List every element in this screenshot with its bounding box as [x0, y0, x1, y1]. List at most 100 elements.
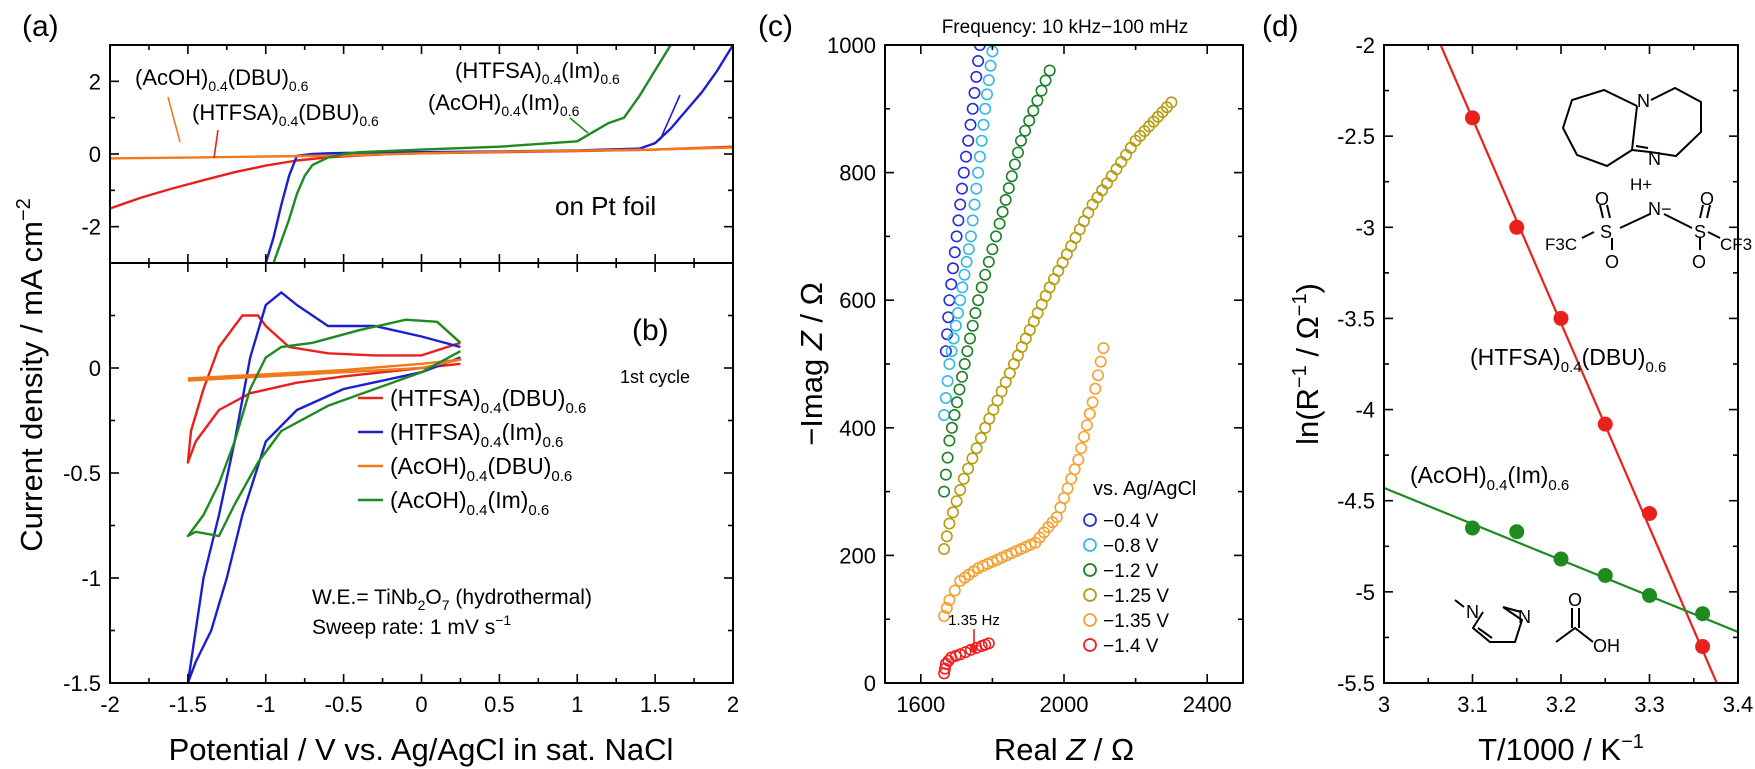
data-point-1-25-v: [946, 506, 959, 519]
y-tick-label: -5: [1355, 580, 1375, 605]
leader-htfsa-dbu-a: [213, 129, 219, 159]
data-point-1-2-v: [975, 281, 988, 294]
panel-b-label: (b): [632, 314, 669, 347]
data-point-1-4-v: [982, 637, 995, 650]
data-point-1-35-v: [1078, 430, 1091, 443]
data-point-acoh-0-4-im-0-6: [1642, 588, 1657, 604]
data-point-0-8-v: [941, 374, 954, 387]
dbu-n-top: N: [1637, 91, 1650, 111]
data-point-0-4-v: [950, 230, 963, 243]
acetic-acid-structure: [1555, 608, 1594, 643]
legend-label: −0.4 V: [1103, 511, 1159, 532]
data-point-1-25-v: [1165, 96, 1178, 109]
data-point-0-8-v: [973, 150, 986, 163]
legend-marker: [1083, 588, 1097, 602]
y-tick-label: -3: [1355, 215, 1375, 240]
series-line-htfsa-0-4-dbu-0-6: [186, 314, 461, 464]
data-point-1-2-v: [1008, 158, 1021, 171]
data-point-1-4-v: [954, 648, 967, 661]
data-point-0-8-v: [979, 102, 992, 115]
data-point-0-8-v: [977, 118, 990, 131]
panel-c-label: (c): [758, 10, 793, 43]
data-point-1-35-v: [1092, 369, 1105, 382]
y-tick-label: -2: [1355, 33, 1375, 58]
x-tick-label: -1.5: [169, 692, 207, 717]
tfsa-s-1: S: [1600, 222, 1612, 242]
series-line-acoh-0-4-dbu-0-6: [187, 358, 462, 382]
fit-line-htfsa-0-4-dbu-0-6: [1439, 45, 1718, 683]
data-point-0-8-v: [960, 255, 973, 268]
data-point-0-4-v: [959, 150, 972, 163]
data-point-0-8-v: [972, 166, 985, 179]
data-point-1-25-v: [940, 530, 953, 543]
data-point-0-4-v: [945, 278, 958, 291]
data-point-0-8-v: [938, 408, 951, 421]
data-point-0-8-v: [954, 294, 967, 307]
data-point-0-8-v: [939, 391, 952, 404]
panel-c-legend: −0.4 V −0.8 V −1.2 V −1.25 V −1.35 V −1.4 V: [1083, 511, 1169, 657]
y-tick-label: 0: [864, 671, 876, 696]
x-axis-title-d: T/1000 / K−1: [1478, 731, 1644, 767]
x-tick-label: 1: [571, 692, 583, 717]
y-tick-label: -4.5: [1337, 489, 1375, 514]
data-point-0-4-v: [972, 54, 985, 67]
imidazole-n-1: N: [1466, 602, 1479, 622]
data-point-1-2-v: [1039, 74, 1052, 87]
data-point-1-2-v: [1027, 104, 1040, 117]
y-axis-title-ab: Current density / mA cm−2: [13, 198, 49, 552]
series-label-acoh-im-d: (AcOH)0.4(Im)0.6: [1410, 462, 1569, 494]
tfsa-cf3: CF3: [1720, 235, 1752, 254]
data-point-0-8-v: [984, 59, 997, 72]
x-tick-label: 2000: [1040, 692, 1089, 717]
data-point-1-2-v: [1002, 182, 1015, 195]
legend-label: (AcOH)0.4(Im)0.6: [390, 487, 549, 519]
data-point-1-2-v: [1035, 84, 1048, 97]
data-point-1-35-v: [943, 594, 956, 607]
y-axis-title-c: −Imag Z / Ω: [794, 282, 829, 446]
data-point-htfsa-0-4-dbu-0-6: [1509, 219, 1525, 235]
dbu-structure: [1561, 86, 1702, 168]
data-point-1-35-v: [1072, 453, 1085, 466]
data-point-1-2-v: [993, 217, 1006, 230]
x-tick-label: 2400: [1183, 692, 1232, 717]
data-point-0-8-v: [962, 243, 975, 256]
tfsa-f3c: F3C: [1545, 235, 1577, 254]
series-label-htfsa-dbu-d: (HTFSA)0.4(DBU)0.6: [1470, 344, 1666, 376]
methylimidazole-structure: [1454, 599, 1524, 643]
data-point-0-4-v: [968, 86, 981, 99]
cycle-annotation: 1st cycle: [620, 367, 690, 387]
label-htfsa-im-a: (HTFSA)0.4(Im)0.6: [455, 58, 620, 87]
panel-b-legend: (HTFSA)0.4(DBU)0.6(HTFSA)0.4(Im)0.6(AcOH…: [358, 385, 586, 519]
y-tick-label: -5.5: [1337, 671, 1375, 696]
y-tick-label: 400: [839, 416, 876, 441]
working-electrode-note: W.E.= TiNb2O7 (hydrothermal): [312, 586, 592, 613]
data-point-1-2-v: [938, 485, 951, 498]
data-point-acoh-0-4-im-0-6: [1695, 606, 1711, 622]
y-tick-label: -2.5: [1337, 124, 1375, 149]
frequency-point-label: 1.35 Hz: [948, 612, 1000, 629]
data-point-1-2-v: [982, 255, 995, 268]
x-tick-label: 3.3: [1634, 692, 1665, 717]
y-tick-label: -3.5: [1337, 306, 1375, 331]
tfsa-structure: [1581, 204, 1721, 250]
hplus-label: H+: [1630, 175, 1652, 194]
data-point-1-25-v: [938, 542, 951, 555]
legend-label: (HTFSA)0.4(Im)0.6: [390, 419, 563, 451]
panel-a: 2 0 -2 on Pt foil (AcOH)0.4(DBU)0.6 (HTFSA…: [81, 44, 734, 264]
data-point-0-8-v: [975, 134, 988, 147]
legend-label: −1.4 V: [1103, 636, 1159, 657]
data-point-1-2-v: [955, 370, 968, 383]
x-tick-label: 0: [415, 692, 427, 717]
dbu-n-bottom: N: [1648, 149, 1661, 169]
data-point-0-8-v: [980, 88, 993, 101]
data-point-1-35-v: [938, 609, 951, 622]
tfsa-n-minus: N−: [1648, 199, 1672, 219]
data-point-1-2-v: [1031, 94, 1044, 107]
data-point-0-4-v: [955, 182, 968, 195]
data-point-0-8-v: [945, 345, 958, 358]
data-point-1-2-v: [969, 306, 982, 319]
leader-htfsa-im-a: [659, 94, 681, 141]
data-point-0-8-v: [982, 74, 995, 87]
panel-a-label: (a): [22, 10, 59, 43]
